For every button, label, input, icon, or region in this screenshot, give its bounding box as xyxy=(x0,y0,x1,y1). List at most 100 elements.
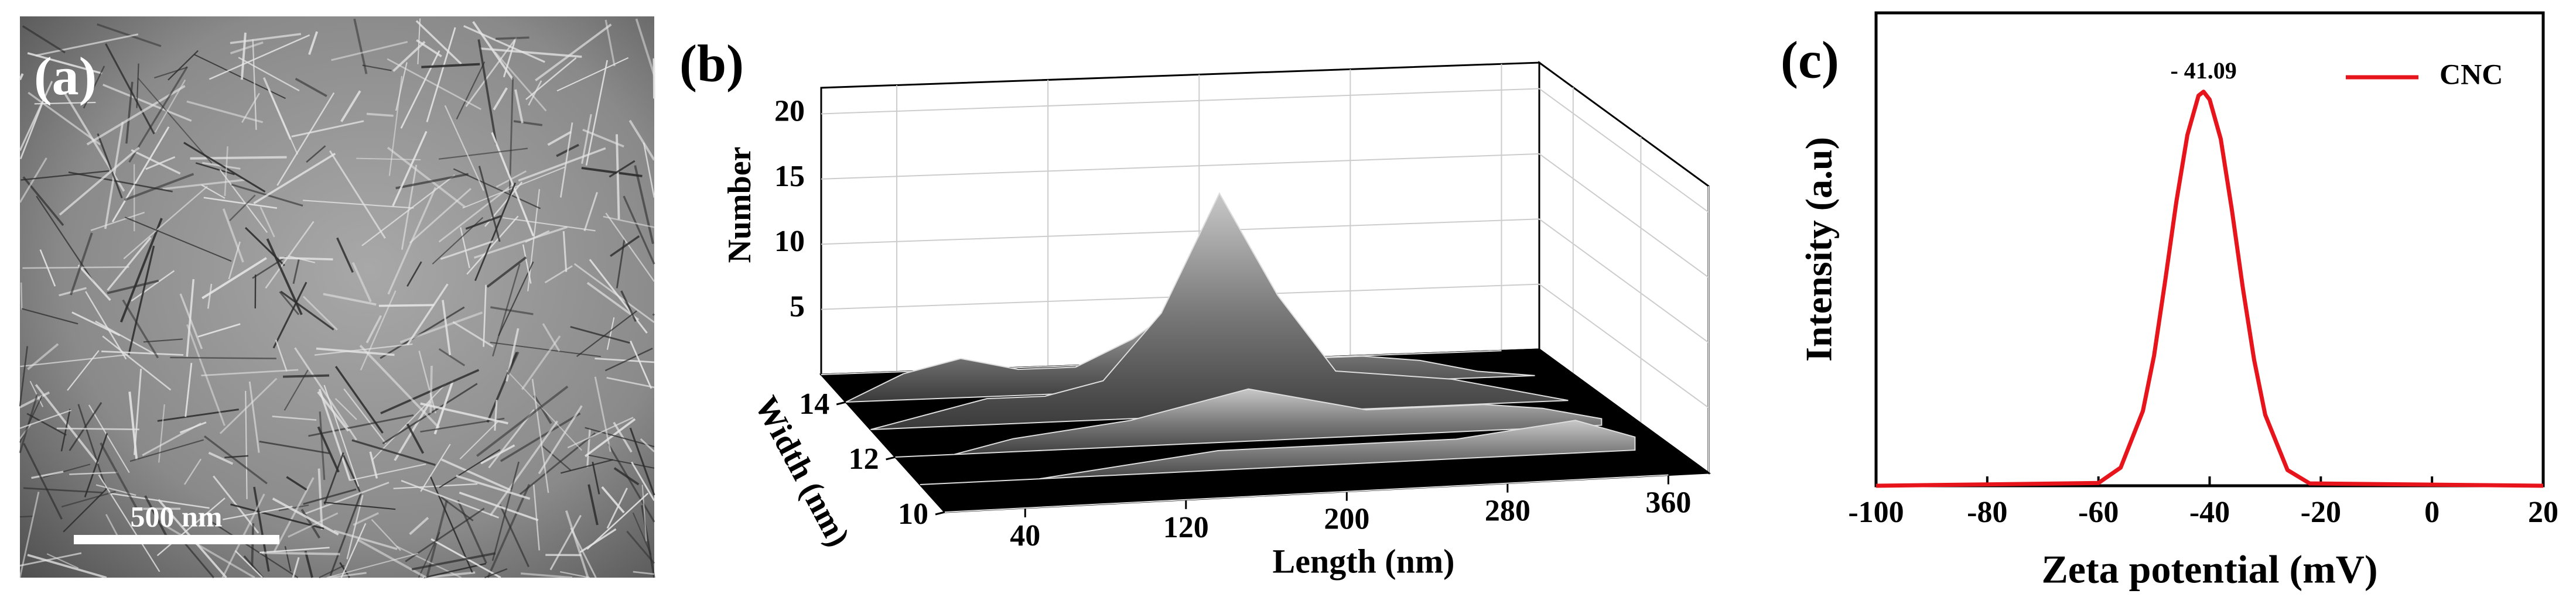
fiber xyxy=(486,256,527,288)
fiber xyxy=(56,427,139,431)
fiber xyxy=(630,341,652,389)
fiber xyxy=(620,290,637,322)
fiber xyxy=(21,308,78,325)
fiber xyxy=(286,476,308,491)
fiber xyxy=(156,497,226,557)
fiber xyxy=(288,255,316,263)
fiber xyxy=(463,25,545,63)
fiber xyxy=(308,31,318,55)
x-tick-label: 280 xyxy=(1485,495,1530,528)
fiber xyxy=(357,538,427,579)
grid-line xyxy=(821,153,1709,278)
fiber xyxy=(19,157,47,203)
fiber xyxy=(209,34,310,80)
fiber xyxy=(493,87,508,111)
fiber xyxy=(514,89,524,123)
fiber xyxy=(353,18,368,74)
fiber xyxy=(409,517,429,536)
fiber xyxy=(525,57,577,101)
fiber xyxy=(70,232,93,296)
fiber xyxy=(420,417,505,433)
fiber xyxy=(607,443,655,523)
z-tick-label: 20 xyxy=(774,94,805,128)
fiber xyxy=(400,50,440,129)
fiber xyxy=(19,515,33,518)
fiber xyxy=(157,409,239,422)
fiber xyxy=(395,62,408,111)
fiber xyxy=(144,495,170,541)
fiber xyxy=(71,311,121,337)
x-tick-label: 200 xyxy=(1324,503,1369,536)
fiber xyxy=(350,463,426,481)
fiber xyxy=(456,61,486,120)
fiber xyxy=(186,279,195,357)
fiber xyxy=(506,370,583,451)
fiber xyxy=(207,283,213,309)
fiber xyxy=(59,146,140,216)
fiber xyxy=(333,530,398,550)
fiber xyxy=(422,571,476,579)
fiber xyxy=(133,369,142,455)
y-axis-label: Intensity (a.u) xyxy=(1798,137,1840,362)
fiber xyxy=(378,304,435,307)
fiber xyxy=(208,451,234,465)
fiber xyxy=(60,409,71,452)
fiber xyxy=(594,376,611,452)
fiber xyxy=(183,142,266,193)
fiber xyxy=(561,459,613,474)
fiber xyxy=(498,261,534,337)
fiber xyxy=(319,564,345,579)
fiber xyxy=(478,166,501,242)
fiber xyxy=(131,149,181,175)
fiber xyxy=(190,156,287,160)
fiber xyxy=(452,321,494,348)
fiber xyxy=(547,131,572,146)
fiber xyxy=(253,152,336,204)
fiber xyxy=(581,114,592,164)
fiber xyxy=(586,282,640,321)
fiber xyxy=(131,270,175,302)
fiber xyxy=(491,132,535,236)
fiber xyxy=(288,512,339,538)
fiber xyxy=(586,492,649,550)
fiber xyxy=(387,146,466,208)
fiber xyxy=(261,551,340,555)
fiber xyxy=(490,306,534,315)
fiber xyxy=(588,454,655,469)
fiber xyxy=(300,509,321,539)
fiber xyxy=(606,488,628,529)
fiber xyxy=(460,227,470,269)
fiber xyxy=(387,58,481,110)
fiber xyxy=(610,235,640,257)
fiber xyxy=(406,423,425,454)
x-tick-label: 40 xyxy=(1010,519,1040,552)
fiber xyxy=(351,439,436,466)
panel-label: (c) xyxy=(1781,32,1839,90)
fiber xyxy=(438,184,514,243)
fiber xyxy=(418,351,437,414)
fiber xyxy=(605,212,655,282)
fiber xyxy=(31,471,64,479)
fiber xyxy=(399,311,483,344)
fiber xyxy=(278,504,309,512)
fiber xyxy=(616,134,620,219)
fiber xyxy=(535,23,612,81)
fiber xyxy=(268,88,298,155)
fiber xyxy=(418,531,440,578)
fiber xyxy=(629,427,655,496)
fiber xyxy=(601,486,625,514)
fiber xyxy=(466,215,519,275)
fiber xyxy=(440,240,494,260)
fiber xyxy=(248,381,260,453)
fiber xyxy=(219,169,268,234)
fiber xyxy=(159,521,255,579)
fiber xyxy=(456,475,531,500)
fiber xyxy=(230,33,302,44)
fiber xyxy=(323,293,377,306)
fiber xyxy=(63,487,108,533)
fiber xyxy=(108,492,210,509)
fiber xyxy=(343,455,361,492)
fiber xyxy=(251,523,255,568)
fiber xyxy=(626,530,655,564)
fiber xyxy=(69,402,103,451)
